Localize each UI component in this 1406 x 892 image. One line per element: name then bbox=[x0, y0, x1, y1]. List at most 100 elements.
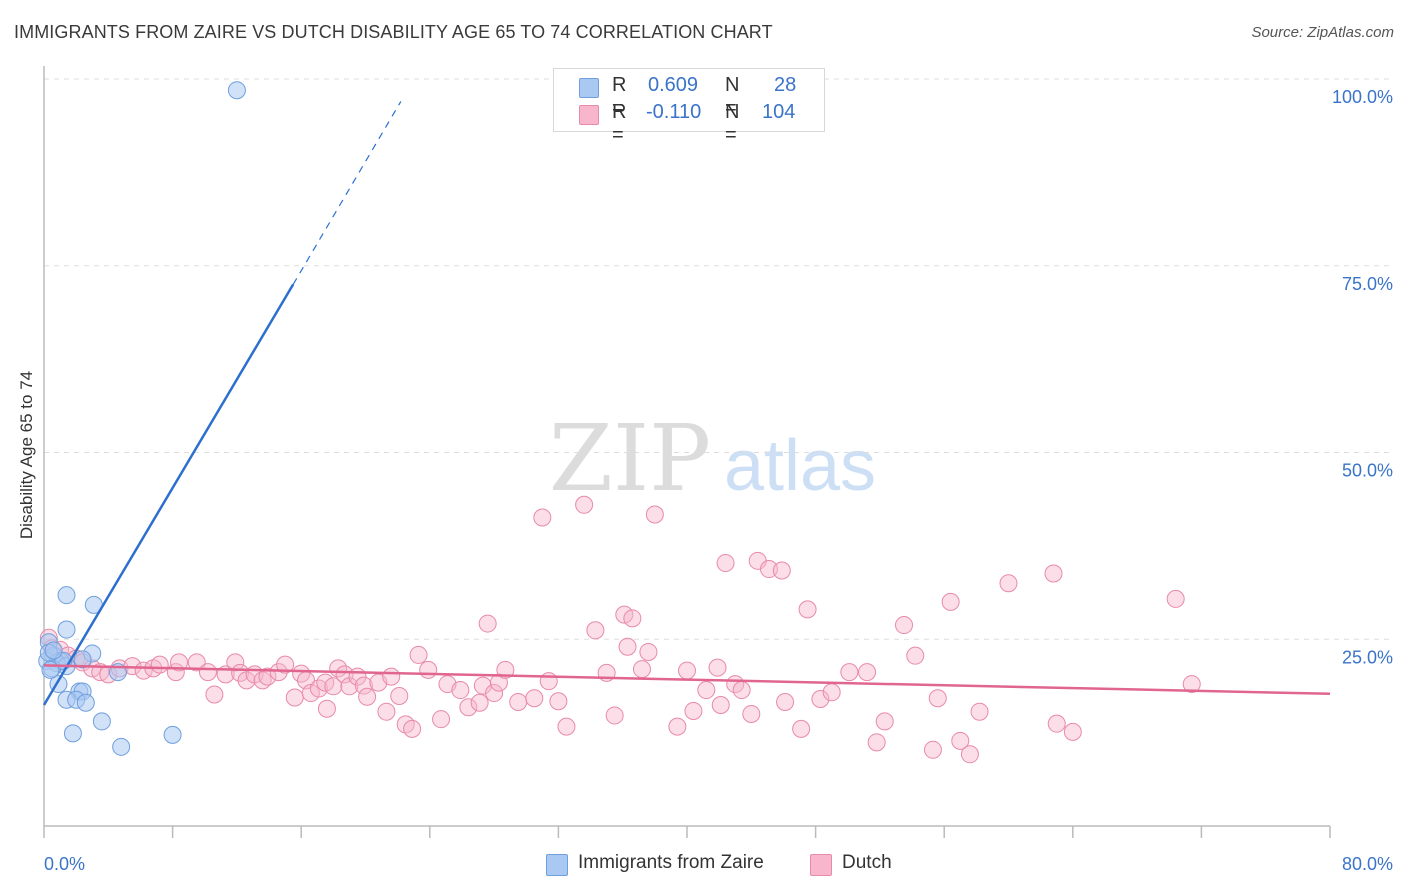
legend-swatch-zaire bbox=[546, 854, 568, 876]
dutch-point bbox=[811, 690, 830, 709]
dutch-point bbox=[906, 646, 925, 665]
zaire-point bbox=[63, 724, 82, 743]
dutch-point bbox=[951, 731, 970, 750]
dutch-point bbox=[822, 683, 841, 702]
dutch-point bbox=[923, 740, 942, 759]
legend-swatch-dutch bbox=[810, 854, 832, 876]
trend-lines bbox=[42, 101, 1331, 706]
y-tick-labels: 100.0% 75.0% 50.0% 25.0% bbox=[1332, 87, 1393, 667]
dutch-point bbox=[358, 687, 377, 706]
dutch-point bbox=[772, 561, 791, 580]
zaire-point bbox=[73, 650, 92, 669]
dutch-point bbox=[509, 692, 528, 711]
legend-label-zaire: Immigrants from Zaire bbox=[578, 852, 764, 873]
zaire-point bbox=[76, 693, 95, 712]
dutch-point bbox=[759, 560, 778, 579]
legend-n-value: 104 bbox=[762, 101, 796, 123]
correlation-legend: R = 0.609 N = 28 R = -0.110 N = 104 bbox=[553, 68, 825, 146]
dutch-point bbox=[1166, 589, 1185, 608]
zaire-point bbox=[57, 586, 76, 605]
dutch-point bbox=[377, 702, 396, 721]
dutch-point bbox=[478, 614, 497, 633]
dutch-point bbox=[485, 684, 504, 703]
dutch-point bbox=[858, 663, 877, 682]
dutch-point bbox=[403, 719, 422, 738]
watermark: ZIP atlas bbox=[549, 405, 876, 512]
dutch-point bbox=[875, 712, 894, 731]
dutch-point bbox=[776, 692, 795, 711]
dutch-point bbox=[639, 642, 658, 661]
zaire-point bbox=[227, 81, 246, 100]
dutch-point bbox=[1063, 722, 1082, 741]
dutch-point bbox=[867, 733, 886, 752]
legend-r-value: 0.609 bbox=[648, 74, 699, 96]
zaire-point bbox=[57, 620, 76, 639]
dutch-point bbox=[711, 695, 730, 714]
dutch-point bbox=[1047, 714, 1066, 733]
dutch-point bbox=[557, 717, 576, 736]
dutch-point bbox=[525, 689, 544, 708]
dutch-point bbox=[742, 704, 761, 723]
dutch-point bbox=[432, 710, 451, 729]
legend-r-value: -0.110 bbox=[646, 101, 702, 123]
dutch-point bbox=[354, 676, 373, 695]
dutch-point bbox=[1182, 675, 1201, 694]
dutch-point bbox=[459, 698, 478, 717]
zaire-point bbox=[112, 737, 131, 756]
legend-swatch-dutch bbox=[579, 105, 599, 125]
dutch-point bbox=[539, 672, 558, 691]
dutch-series bbox=[39, 495, 1201, 764]
dutch-point bbox=[716, 554, 735, 573]
dutch-point bbox=[269, 663, 288, 682]
dutch-point bbox=[645, 505, 664, 524]
dutch-point bbox=[928, 689, 947, 708]
dutch-point bbox=[792, 719, 811, 738]
zaire-point bbox=[41, 660, 60, 679]
dutch-point bbox=[632, 660, 651, 679]
dutch-point bbox=[419, 660, 438, 679]
dutch-point bbox=[396, 715, 415, 734]
dutch-point bbox=[285, 688, 304, 707]
dutch-point bbox=[708, 658, 727, 677]
x-tick-labels: 0.0% 80.0% bbox=[44, 854, 1393, 874]
axes bbox=[43, 66, 1331, 838]
dutch-point bbox=[678, 661, 696, 680]
dutch-point bbox=[258, 667, 277, 686]
watermark-zip: ZIP bbox=[549, 405, 711, 512]
dutch-point bbox=[1044, 564, 1063, 583]
watermark-atlas: atlas bbox=[724, 426, 876, 506]
y-axis-label: Disability Age 65 to 74 bbox=[17, 370, 36, 540]
dutch-point bbox=[470, 693, 489, 712]
dutch-point bbox=[317, 699, 336, 718]
zaire-point bbox=[44, 641, 63, 660]
dutch-trend-line bbox=[43, 664, 1331, 696]
dutch-point bbox=[840, 663, 859, 682]
chart-title: IMMIGRANTS FROM ZAIRE VS DUTCH DISABILIT… bbox=[14, 22, 773, 42]
dutch-point bbox=[390, 687, 409, 706]
dutch-point bbox=[549, 692, 568, 711]
dutch-point bbox=[409, 645, 428, 664]
zaire-trend-extension bbox=[292, 101, 402, 285]
dutch-point bbox=[798, 600, 817, 619]
dutch-point bbox=[496, 660, 515, 679]
dutch-point bbox=[451, 681, 470, 700]
dutch-point bbox=[668, 717, 687, 736]
gridlines bbox=[44, 78, 1392, 640]
dutch-point bbox=[970, 702, 989, 721]
x-tick-label: 80.0% bbox=[1342, 854, 1393, 874]
dutch-point bbox=[382, 667, 401, 686]
dutch-point bbox=[226, 653, 245, 672]
dutch-point bbox=[605, 706, 624, 725]
dutch-point bbox=[941, 592, 960, 611]
y-tick-label: 50.0% bbox=[1342, 461, 1393, 481]
legend-n-label: N = bbox=[725, 101, 740, 146]
dutch-point bbox=[276, 655, 295, 674]
dutch-point bbox=[623, 609, 642, 628]
dutch-point bbox=[895, 616, 914, 635]
x-tick-label: 0.0% bbox=[44, 854, 85, 874]
dutch-point bbox=[150, 655, 169, 674]
y-tick-label: 25.0% bbox=[1342, 647, 1393, 667]
dutch-point bbox=[732, 681, 751, 700]
dutch-point bbox=[960, 745, 979, 764]
